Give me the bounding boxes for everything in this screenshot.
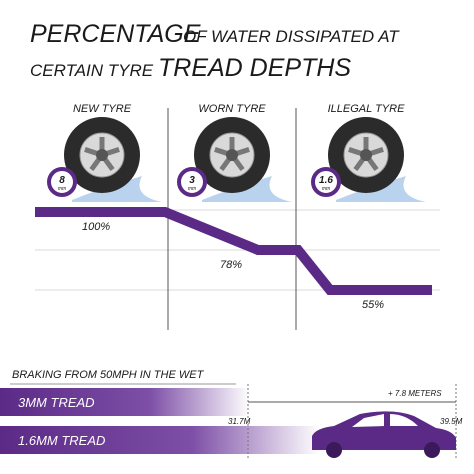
distance: 39.5M <box>440 417 463 426</box>
percent-label: 55% <box>362 299 384 311</box>
tyre-label: ILLEGAL TYRE <box>328 103 405 115</box>
braking-heading: BRAKING FROM 50MPH IN THE WET <box>12 369 205 381</box>
dividers <box>167 108 297 330</box>
tyre-label: WORN TYRE <box>198 103 266 115</box>
depth: 8 <box>59 175 65 186</box>
percent-label: 100% <box>82 221 110 233</box>
car <box>312 411 456 458</box>
bar-label: 1.6MM TREAD <box>18 433 105 448</box>
depth: 3 <box>189 175 195 186</box>
title-small: CERTAIN TYRE <box>30 61 154 80</box>
hub <box>96 149 108 161</box>
unit: mm <box>322 186 330 192</box>
badge <box>47 167 77 197</box>
bar <box>0 388 250 416</box>
unit: mm <box>188 186 196 192</box>
unit: mm <box>58 186 66 192</box>
water-line <box>35 207 432 295</box>
title-big: PERCENTAGE <box>30 20 201 48</box>
title-big: TREAD DEPTHS <box>158 54 351 82</box>
hub <box>226 149 238 161</box>
title-small: OF WATER DISSIPATED AT <box>183 27 400 46</box>
hub <box>360 149 372 161</box>
badge <box>311 167 341 197</box>
percent-label: 78% <box>220 259 242 271</box>
distance: 31.7M <box>228 417 251 426</box>
bar-label: 3MM TREAD <box>18 395 95 410</box>
difference: + 7.8 METERS <box>388 389 442 398</box>
badge <box>177 167 207 197</box>
tyre-label: NEW TYRE <box>73 103 132 115</box>
bar <box>0 426 320 454</box>
depth: 1.6 <box>319 175 333 186</box>
